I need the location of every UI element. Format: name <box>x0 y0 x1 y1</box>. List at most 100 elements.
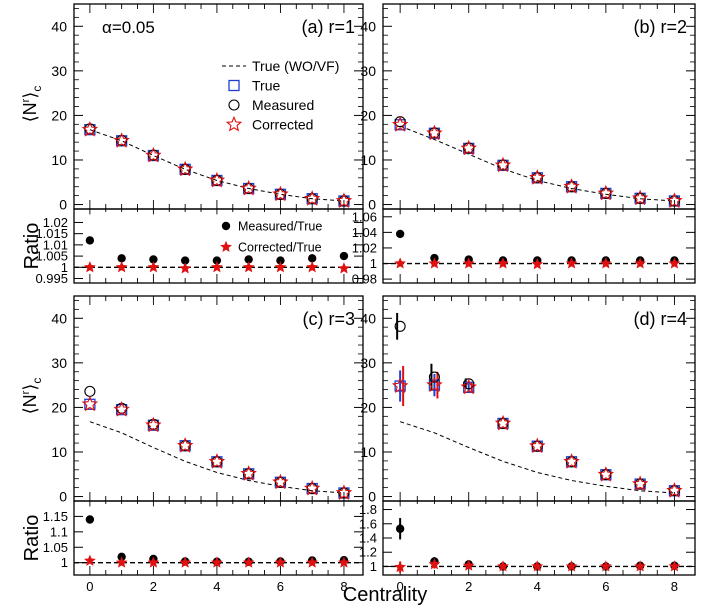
y-tick-label: 20 <box>51 399 67 415</box>
ratio-point-corrected-true <box>83 554 96 566</box>
point-corrected <box>145 146 162 163</box>
point-corrected <box>426 376 443 393</box>
point-corrected <box>303 479 321 496</box>
ratio-point-corrected-true <box>531 560 544 572</box>
ratio-point-measured-true <box>212 256 222 265</box>
ratio-point-corrected-true <box>428 257 441 269</box>
series-true-wovf-line <box>399 421 675 494</box>
ratio-y-tick-label: 0.995 <box>35 271 68 286</box>
y-title-close: ⟩ <box>20 384 40 391</box>
ratio-point-corrected-true <box>338 556 350 568</box>
ratio-point-corrected-true <box>83 261 96 273</box>
y-tick-label: 40 <box>360 18 376 34</box>
ratio-point-measured-true <box>149 255 158 264</box>
ratio-point-corrected-true <box>115 556 128 568</box>
ratio-point-measured-true <box>339 251 349 261</box>
ratio-point-corrected-true <box>428 558 441 570</box>
legend-square-icon <box>228 79 240 92</box>
ratio-point-corrected-true <box>147 261 160 273</box>
ratio-point-corrected-true <box>668 257 681 269</box>
point-corrected <box>240 179 257 196</box>
panel-4: 0 10 20 30 40 0 2 4 6 8 11.21.41.61.8 (d) r=4 <box>359 295 696 594</box>
point-corrected <box>240 465 257 481</box>
ratio-point-corrected-true <box>242 261 255 273</box>
legend-label: True <box>252 78 280 94</box>
panel-label: (b) r=2 <box>633 17 687 37</box>
ratio-y-tick-label: 1.8 <box>359 502 377 517</box>
x-tick-label: 2 <box>465 579 472 594</box>
ratio-point-measured-true <box>395 524 405 533</box>
ratio-y-tick-label: 1.2 <box>359 545 377 560</box>
panel-label: (a) r=1 <box>301 17 355 37</box>
legend-filled-star-icon <box>220 240 232 253</box>
ratio-plot-frame <box>73 500 364 576</box>
ratio-point-measured-true <box>395 229 405 239</box>
x-tick-label: 4 <box>213 579 220 594</box>
point-corrected <box>460 139 477 156</box>
ratio-point-corrected-true <box>115 261 128 273</box>
point-corrected <box>460 378 477 395</box>
ratio-point-corrected-true <box>306 261 319 273</box>
ratio-point-corrected-true <box>565 560 578 572</box>
x-tick-label: 6 <box>602 579 609 594</box>
y-axis-title-main: ⟨Nr⟩c <box>20 86 44 123</box>
point-corrected <box>113 401 130 417</box>
ratio-point-corrected-true <box>211 556 223 568</box>
series-true-wovf-line <box>399 125 675 202</box>
legend-filled-circle-icon <box>221 221 231 231</box>
ratio-point-corrected-true <box>179 262 192 274</box>
legend-label: Corrected/True <box>238 241 322 255</box>
ratio-point-corrected-true <box>462 559 475 571</box>
point-corrected <box>391 116 409 132</box>
ratio-point-corrected-true <box>147 556 160 568</box>
ratio-point-corrected-true <box>634 560 647 572</box>
ratio-point-corrected-true <box>242 556 255 568</box>
ratio-point-corrected-true <box>274 556 287 568</box>
ratio-y-tick-label: 1.04 <box>352 225 377 240</box>
point-measured <box>428 371 440 383</box>
ratio-point-measured-true <box>180 256 190 265</box>
point-corrected <box>494 414 512 431</box>
point-corrected <box>81 395 99 412</box>
ratio-point-corrected-true <box>634 257 647 269</box>
ratio-y-tick-label: 1.6 <box>359 516 377 531</box>
legend-main: True (WO/VF) True Measured Corrected <box>222 58 339 133</box>
point-corrected <box>666 482 683 498</box>
ratio-y-tick-label: 1 <box>370 559 377 574</box>
y-title-sup: r <box>20 390 32 394</box>
ratio-point-corrected-true <box>497 560 509 572</box>
point-corrected <box>631 475 649 492</box>
point-corrected <box>272 185 289 202</box>
x-tick-label: 0 <box>86 579 93 594</box>
y-title-sup: r <box>20 98 32 102</box>
y-tick-label: 10 <box>360 444 376 460</box>
point-corrected <box>563 453 580 469</box>
y-tick-label: 10 <box>51 444 67 460</box>
ratio-plot-frame <box>73 208 364 284</box>
ratio-point-corrected-true <box>338 262 350 274</box>
x-tick-label: 4 <box>534 579 541 594</box>
y-title-part: ⟨N <box>20 102 40 122</box>
legend-label: Measured <box>252 97 314 113</box>
ratio-point-corrected-true <box>531 258 544 270</box>
x-tick-label: 8 <box>340 579 347 594</box>
y-tick-label: 0 <box>368 489 376 505</box>
x-tick-label: 2 <box>150 579 157 594</box>
point-corrected <box>335 484 353 500</box>
point-corrected <box>391 377 409 394</box>
legend-ratio: Measured/True Corrected/True <box>220 220 322 255</box>
point-corrected <box>208 453 226 469</box>
y-tick-label: 0 <box>59 197 67 213</box>
point-corrected <box>597 466 615 482</box>
ratio-y-tick-label: 1.15 <box>43 509 68 524</box>
y-tick-label: 30 <box>51 63 67 79</box>
panel-3: 0 10 20 30 40 0 2 4 6 8 11.051.11.15 (c) r=3 ⟨Nr⟩c Ra… <box>20 295 364 594</box>
ratio-point-measured-true <box>276 256 285 265</box>
legend-star-icon <box>225 115 243 132</box>
point-measured <box>394 320 406 332</box>
ratio-y-tick-label: 1 <box>61 555 68 570</box>
ratio-point-measured-true <box>244 255 253 264</box>
